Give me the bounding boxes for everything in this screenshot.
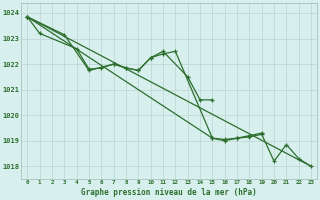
X-axis label: Graphe pression niveau de la mer (hPa): Graphe pression niveau de la mer (hPa)	[81, 188, 257, 197]
